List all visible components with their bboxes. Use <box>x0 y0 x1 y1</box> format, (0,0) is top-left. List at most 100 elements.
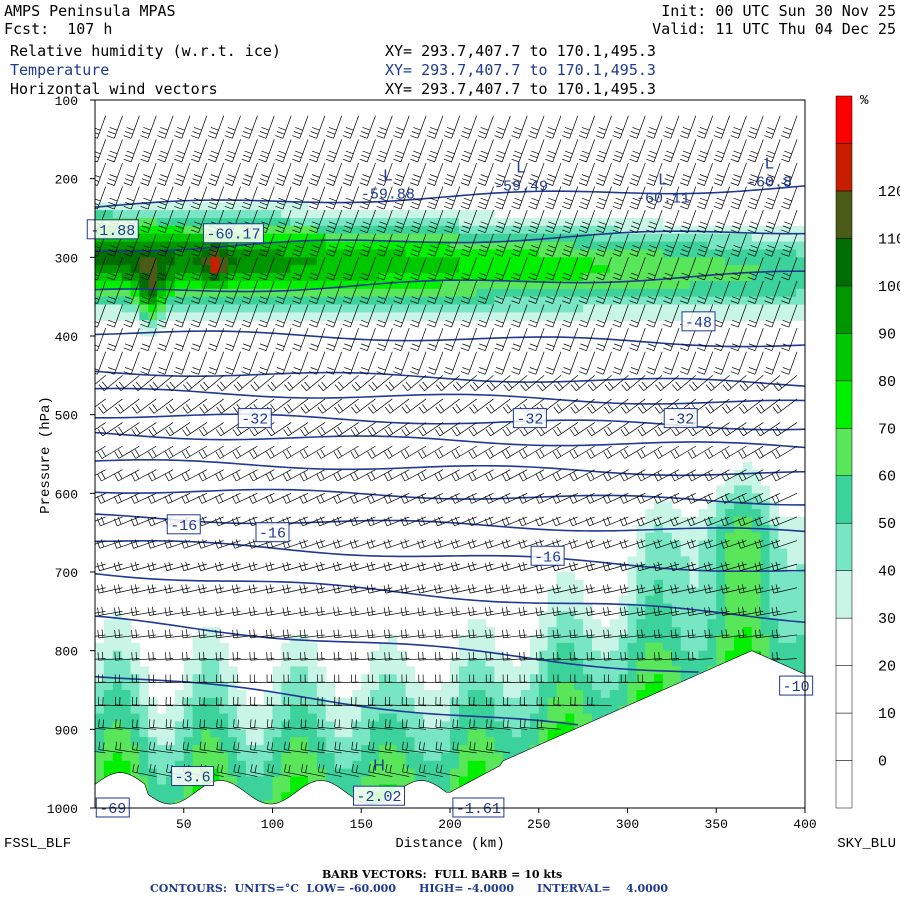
rh-cell <box>787 241 797 251</box>
rh-cell <box>627 233 637 243</box>
wind-barb <box>130 561 157 572</box>
rh-cell <box>592 265 602 274</box>
rh-cell <box>272 202 282 211</box>
rh-cell <box>663 233 673 243</box>
rh-cell <box>698 642 708 652</box>
rh-cell <box>130 745 140 754</box>
rh-cell <box>103 760 114 770</box>
wind-barb <box>393 139 410 163</box>
wind-barb <box>696 233 714 257</box>
wind-barb <box>485 445 511 459</box>
rh-cell <box>334 312 345 321</box>
wind-barb <box>174 186 191 210</box>
wind-barb <box>309 304 326 328</box>
colorbar-swatch <box>835 712 853 761</box>
rh-cell <box>707 627 717 636</box>
rh-cell <box>663 304 673 313</box>
rh-cell <box>787 556 797 565</box>
colorbar-tick-label: 30 <box>878 611 896 628</box>
wind-barb <box>333 493 359 504</box>
rh-cell <box>441 225 451 235</box>
colorbar-tick-label: 0 <box>878 754 887 771</box>
wind-barb <box>679 257 697 281</box>
rh-cell <box>680 280 691 290</box>
wind-barb <box>612 162 629 186</box>
rh-cell <box>503 257 513 266</box>
wind-barb <box>300 719 325 730</box>
rh-cell <box>245 784 256 793</box>
rh-cell <box>121 280 132 290</box>
rh-cell <box>467 705 478 715</box>
rh-cell <box>166 202 176 211</box>
wind-barb <box>233 764 258 777</box>
rh-cell <box>547 225 558 235</box>
rh-cell <box>308 280 318 290</box>
wind-barb <box>130 493 157 504</box>
rh-cell <box>228 202 238 211</box>
rh-cell <box>547 595 558 605</box>
rh-cell <box>361 273 371 282</box>
wind-barb <box>477 304 494 328</box>
rh-cell <box>148 697 158 707</box>
wind-barb <box>713 280 730 304</box>
rh-cell <box>742 619 753 628</box>
rh-cell <box>503 690 513 699</box>
rh-cell <box>600 674 611 683</box>
wind-barb <box>216 741 241 754</box>
rh-cell <box>636 587 646 597</box>
wind-barb <box>511 280 528 304</box>
rh-cell <box>680 556 691 565</box>
rh-cell <box>210 697 220 707</box>
wind-barb <box>123 328 140 352</box>
rh-cell <box>645 280 655 290</box>
wind-barb <box>292 115 309 139</box>
wind-barb <box>265 493 292 504</box>
rh-cell <box>485 682 495 691</box>
wind-barb <box>435 375 460 392</box>
rh-cell <box>680 627 691 636</box>
rh-cell <box>725 493 735 502</box>
rh-cell <box>707 273 717 282</box>
wind-barb <box>621 375 646 392</box>
rh-cell <box>139 257 149 266</box>
wind-barb <box>383 493 410 504</box>
rh-cell <box>760 241 771 251</box>
wind-barb <box>182 398 208 414</box>
wind-barb <box>376 328 393 352</box>
rh-cell <box>645 548 655 557</box>
rh-cell <box>609 280 620 290</box>
rh-cell <box>663 225 673 235</box>
rh-cell <box>689 273 700 282</box>
rh-cell <box>174 737 185 746</box>
rh-cell <box>139 776 149 785</box>
rh-cell <box>769 225 779 235</box>
rh-cell <box>787 516 797 526</box>
wind-barb <box>98 719 123 730</box>
rh-cell <box>547 296 558 306</box>
wind-barb <box>451 629 477 639</box>
rh-cell <box>521 273 531 282</box>
rh-cell <box>494 650 504 660</box>
rh-cell <box>361 705 371 715</box>
rh-cell <box>663 674 673 683</box>
rh-cell <box>334 273 345 282</box>
rh-cell <box>361 760 371 770</box>
rh-cell <box>281 674 291 683</box>
wind-barb <box>646 186 663 210</box>
rh-cell <box>299 705 309 715</box>
wind-barb <box>95 493 106 499</box>
rh-cell <box>645 273 655 282</box>
wind-barb <box>578 328 595 352</box>
rh-cell <box>689 572 700 581</box>
rh-cell <box>361 296 371 306</box>
rh-cell <box>609 225 620 235</box>
wind-barb <box>284 375 309 392</box>
wind-barb <box>451 584 477 594</box>
rh-cell <box>787 265 797 274</box>
rh-cell <box>769 587 779 597</box>
wind-barb <box>224 139 241 163</box>
rh-cell <box>290 210 300 219</box>
rh-cell <box>183 760 194 770</box>
rh-cell <box>698 556 708 565</box>
rh-cell <box>742 233 753 243</box>
